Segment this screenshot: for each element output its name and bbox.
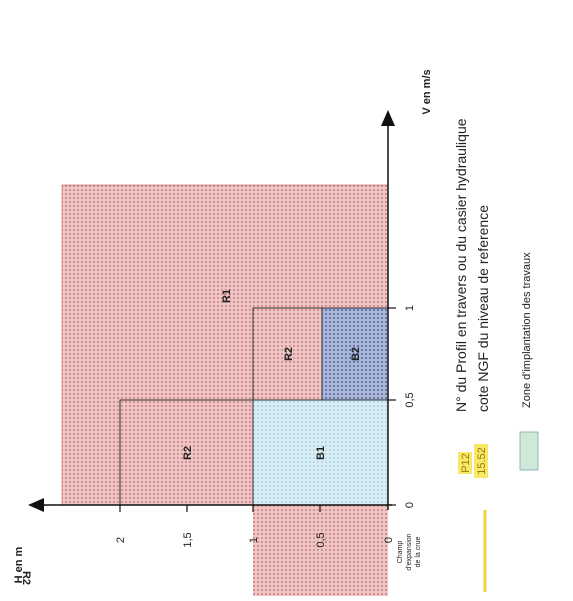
h-tick-label: 0,5 — [315, 532, 327, 547]
h-tick-label: 0 — [383, 537, 395, 543]
legend-sample-box — [458, 452, 472, 474]
v-tick-label: 0,5 — [404, 392, 416, 407]
h-tick-label: 1,5 — [182, 532, 194, 547]
flood-field-label: d'expansion — [406, 533, 413, 570]
h-axis-label: H en m — [13, 546, 25, 583]
legend-works-box — [519, 431, 539, 471]
region-r2 — [119, 399, 254, 506]
legend-text: N° du Profil en travers ou du casier hyd… — [453, 118, 469, 412]
region-r2 — [252, 307, 323, 401]
v-axis-label: V en m/s — [421, 69, 433, 114]
region-label: B1 — [315, 446, 327, 460]
legend-sample-box — [474, 444, 488, 478]
flood-field-label: Champ — [397, 541, 404, 564]
v-arrow — [381, 110, 395, 126]
region-label: R1 — [221, 289, 233, 303]
region-b2 — [321, 307, 389, 401]
region-r2-flood — [253, 505, 388, 596]
region-label: R2 — [283, 347, 295, 361]
legend-sample: P12 — [460, 453, 472, 473]
h-tick-label: 1 — [248, 537, 260, 543]
v-tick-label: 0 — [404, 502, 416, 508]
h-arrow — [28, 498, 44, 512]
flood-field-label: de la crue — [415, 537, 422, 568]
region-label: R2 — [182, 446, 194, 460]
h-tick-label: 2 — [115, 537, 127, 543]
region-label: R2 — [20, 571, 32, 585]
legend-text: Zone d'implantation des travaux — [521, 252, 533, 408]
legend-text: cote NGF du niveau de reference — [475, 205, 491, 412]
v-tick-label: 1 — [404, 305, 416, 311]
region-label: B2 — [350, 347, 362, 361]
legend-sample: 15.52 — [476, 447, 488, 475]
